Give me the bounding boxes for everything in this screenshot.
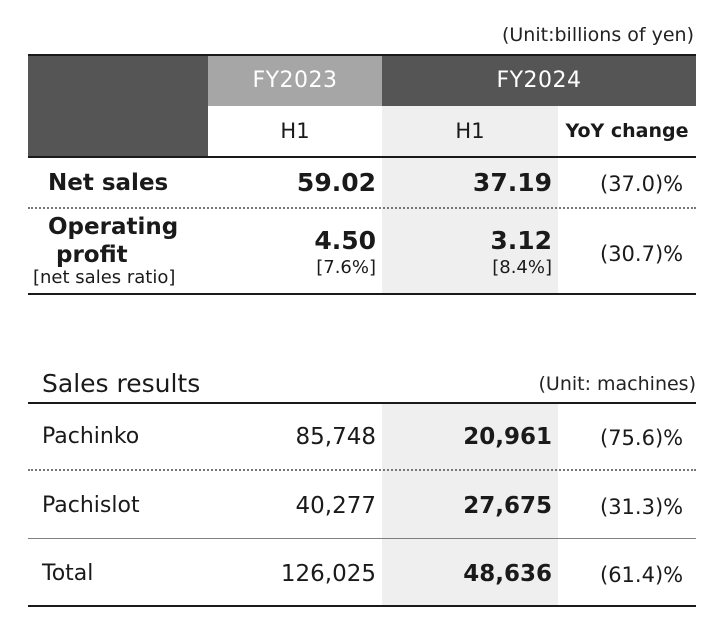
sales-top-rule bbox=[28, 402, 696, 404]
subheader-h1-fy2024: H1 bbox=[455, 119, 485, 143]
net-sales-fy2023: 59.02 bbox=[296, 168, 376, 197]
row-divider-dotted bbox=[28, 207, 696, 209]
sales-results-title: Sales results bbox=[42, 369, 201, 398]
operating-profit-label-line1: Operating bbox=[48, 214, 179, 240]
total-label: Total bbox=[42, 561, 94, 586]
sales-bottom-rule bbox=[28, 605, 696, 607]
subheader-yoy-change: YoY change bbox=[565, 120, 689, 142]
net-sales-ratio-label: [net sales ratio] bbox=[33, 267, 176, 288]
pachislot-label: Pachislot bbox=[42, 493, 140, 518]
top-rule bbox=[28, 54, 696, 56]
pachinko-fy2024: 20,961 bbox=[463, 424, 552, 450]
header-bottom-rule bbox=[28, 156, 696, 158]
top-unit-label: (Unit:billions of yen) bbox=[501, 24, 694, 46]
pachislot-fy2023: 40,277 bbox=[295, 493, 376, 519]
total-yoy: (61.4)% bbox=[600, 563, 684, 587]
pachislot-yoy: (31.3)% bbox=[600, 495, 684, 519]
subheader-h1-fy2023: H1 bbox=[280, 119, 310, 143]
header-fy2024: FY2024 bbox=[382, 56, 696, 106]
total-fy2024: 48,636 bbox=[463, 561, 552, 587]
operating-profit-label-line2: profit bbox=[56, 242, 128, 268]
header-fy2023: FY2023 bbox=[208, 56, 382, 106]
sales-unit-label: (Unit: machines) bbox=[538, 373, 697, 395]
net-sales-fy2024: 37.19 bbox=[472, 168, 552, 197]
sales-fy2024-column-shade bbox=[382, 404, 558, 605]
pachinko-fy2023: 85,748 bbox=[295, 424, 376, 450]
operating-profit-fy2024: 3.12 bbox=[490, 226, 552, 255]
operating-profit-yoy: (30.7)% bbox=[600, 242, 684, 266]
top-table-bottom-rule bbox=[28, 293, 696, 295]
net-sales-yoy: (37.0)% bbox=[600, 172, 684, 196]
operating-profit-ratio-fy2024: [8.4%] bbox=[492, 257, 552, 278]
operating-profit-fy2023: 4.50 bbox=[314, 226, 376, 255]
net-sales-label: Net sales bbox=[48, 170, 169, 196]
sales-divider-solid bbox=[28, 538, 696, 539]
fy2024-column-shade bbox=[382, 106, 558, 294]
pachislot-fy2024: 27,675 bbox=[463, 493, 552, 519]
sales-divider-dotted bbox=[28, 469, 696, 471]
pachinko-label: Pachinko bbox=[42, 424, 140, 449]
total-fy2023: 126,025 bbox=[280, 561, 376, 587]
operating-profit-ratio-fy2023: [7.6%] bbox=[316, 257, 376, 278]
header-corner-cell bbox=[28, 56, 208, 156]
pachinko-yoy: (75.6)% bbox=[600, 426, 684, 450]
